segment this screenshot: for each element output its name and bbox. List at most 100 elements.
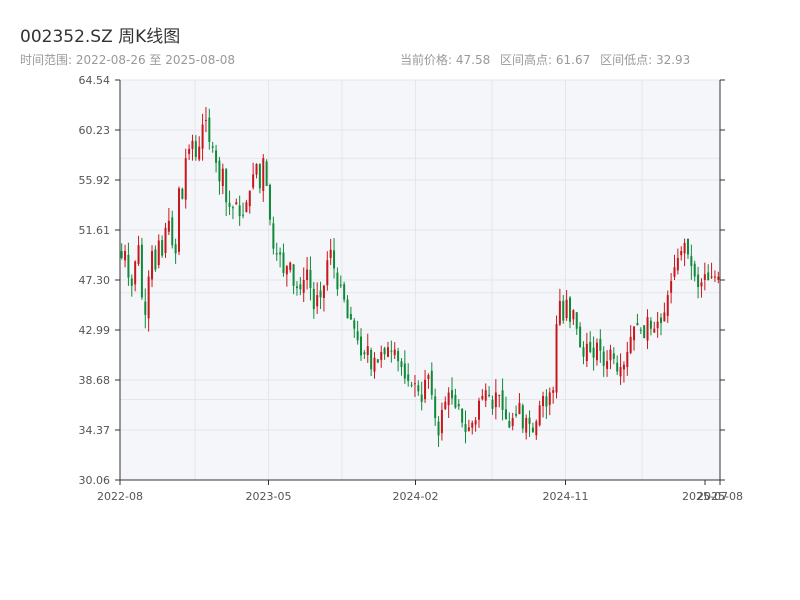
x-tick-label: 2023-05 [246,490,292,503]
candle-body [373,357,376,372]
candle-body [407,374,410,381]
candle-body [184,158,187,200]
candle-body [400,361,403,368]
candle-body [457,404,460,407]
candle-body [127,254,130,278]
candle-body [221,168,224,186]
current-price: 当前价格: 47.58 [400,53,491,67]
candle-body [204,119,207,121]
candle-body [360,336,363,356]
candle-body [430,370,433,395]
candle-body [269,184,271,220]
y-tick-label: 60.23 [79,124,111,137]
candle-body [302,280,305,293]
candle-body [397,351,400,362]
candle-body [606,361,609,369]
candle-body [177,188,180,252]
candle-body [336,272,339,290]
candle-body [424,379,427,400]
candle-body [501,390,504,410]
y-tick-label: 51.61 [79,224,111,237]
candle-body [319,290,322,298]
candle-body [208,117,211,142]
candle-body [188,148,191,154]
candle-body [643,325,646,339]
candle-body [670,281,673,293]
candle-body [599,338,602,351]
candle-body [494,392,497,408]
candle-body [353,320,356,329]
candle-body [663,312,666,322]
candle-body [272,223,275,249]
candle-body [612,353,615,359]
candle-body [238,205,241,217]
candle-body [228,202,231,207]
candle-body [282,252,285,274]
candle-body [555,324,558,393]
candle-body [333,250,336,269]
time-range-text: 时间范围: 2022-08-26 至 2025-08-08 [20,53,235,67]
candle-body [451,390,454,399]
chart-title: 002352.SZ 周K线图 [20,27,181,47]
candle-body [690,256,693,267]
candle-body [579,326,582,348]
y-tick-label: 42.99 [79,324,111,337]
candle-body [585,343,588,362]
candle-body [420,394,423,402]
candle-body [649,320,652,329]
candle-body [633,326,636,341]
y-tick-label: 38.68 [79,374,111,387]
candle-body [265,161,268,187]
candle-body [417,385,420,392]
candle-body [545,396,548,407]
candle-body [137,245,140,264]
candle-body [275,253,278,255]
candle-body [191,140,194,149]
candle-body [595,342,598,361]
candle-body [124,250,127,261]
candle-body [363,352,366,355]
candle-body [403,363,406,379]
candle-body [235,202,238,205]
candle-body [343,284,346,300]
candle-body [558,300,561,325]
candle-body [656,321,659,329]
candle-body [140,244,143,298]
y-axis-ticks: 30.06 34.37 38.68 42.99 47.30 51.61 55.92 60.23… [79,74,725,487]
candle-body [515,413,518,416]
candle-body [329,249,332,258]
candle-body [592,347,595,358]
candle-body [383,348,386,355]
candle-body [440,409,443,434]
candle-body [380,351,383,361]
candle-body [552,390,555,393]
candle-body [312,288,315,310]
x-tick-label: 2024-11 [543,490,589,503]
candle-body [157,240,160,266]
candle-body [703,274,706,280]
candle-body [548,392,551,405]
candle-body [488,394,491,397]
candle-body [255,163,258,175]
candle-body [366,346,369,356]
candle-body [306,269,309,281]
candle-body [498,394,501,396]
candle-body [339,284,342,286]
candle-body [386,347,389,357]
candle-body [504,409,507,420]
candle-body [225,169,228,203]
candle-body [521,405,524,429]
candle-body [410,384,413,386]
candle-body [707,272,710,280]
candle-body [525,418,528,433]
candle-body [582,347,585,357]
y-tick-label: 64.54 [79,74,111,87]
candle-body [144,301,147,315]
y-tick-label: 47.30 [79,274,111,287]
candle-body [680,250,683,256]
candle-body [477,400,480,420]
candle-body [346,299,349,319]
candle-body [349,314,352,320]
candle-body [295,286,298,289]
